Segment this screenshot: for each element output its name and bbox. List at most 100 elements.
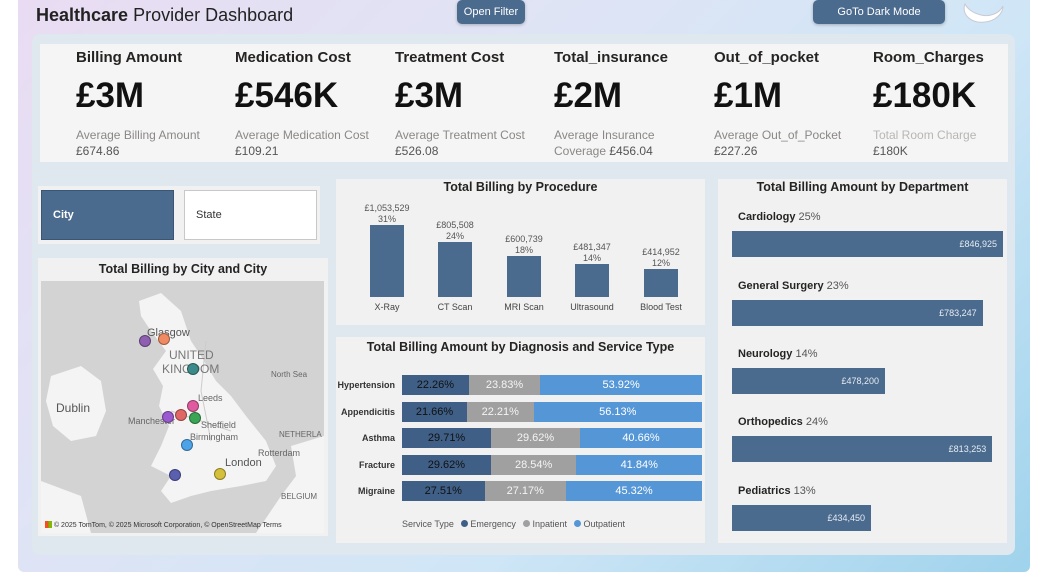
diagnosis-stack-row: 29.71% 29.62% 40.66% (402, 428, 702, 448)
map-bubble[interactable] (189, 412, 201, 424)
kpi-subtitle: Average Billing Amount (76, 128, 200, 142)
department-percent: 24% (805, 416, 828, 428)
diagnosis-stack-row: 27.51% 27.17% 45.32% (402, 481, 702, 501)
procedure-category-label: MRI Scan (504, 302, 544, 312)
map-bubble[interactable] (162, 411, 174, 423)
map-bubble[interactable] (169, 469, 181, 481)
diagnosis-segment-outpatient[interactable]: 40.66% (579, 428, 702, 448)
diagnosis-category-label: Fracture (358, 460, 395, 470)
map-label-dublin: Dublin (56, 401, 91, 415)
kpi-subvalue: £526.08 (395, 144, 439, 158)
department-bar[interactable]: £434,450 (732, 505, 872, 531)
procedure-chart-title: Total Billing by Procedure (443, 180, 598, 194)
map-label-belgium: BELGIUM (281, 492, 318, 501)
department-bar[interactable]: £478,200 (732, 368, 885, 394)
open-filter-button[interactable]: Open Filter (457, 0, 525, 24)
kpi-value: £3M (395, 76, 464, 115)
procedure-percent-label: 12% (651, 257, 670, 268)
kpi-card-medication-cost: Medication Cost £546K Average Medication… (235, 44, 385, 162)
microsoft-logo-icon (45, 521, 52, 528)
legend-emergency-swatch (461, 520, 469, 527)
diagnosis-chart-title: Total Billing Amount by Diagnosis and Se… (366, 340, 675, 354)
kpi-value: £1M (714, 76, 783, 115)
procedure-bar[interactable] (507, 255, 541, 297)
kpi-title: Billing Amount (76, 49, 183, 66)
kpi-subtitle: Average Insurance (554, 128, 655, 142)
procedure-bar[interactable] (438, 241, 472, 297)
department-percent: 13% (793, 485, 816, 497)
map-bubble[interactable] (175, 409, 187, 421)
department-percent: 25% (798, 211, 821, 223)
procedure-value-label: £600,739 (505, 233, 543, 244)
diagnosis-segment-emergency[interactable]: 29.62% (402, 455, 491, 475)
procedure-category-label: CT Scan (437, 302, 473, 312)
diagnosis-segment-outpatient[interactable]: 56.13% (533, 402, 702, 422)
legend-inpatient-swatch (523, 520, 531, 527)
procedure-bar[interactable] (575, 264, 609, 297)
map-label-netherlands: NETHERLA (279, 430, 322, 439)
diagnosis-segment-outpatient[interactable]: 45.32% (566, 481, 702, 501)
department-value-label: £846,925 (959, 239, 997, 249)
department-label: Orthopedics 24% (738, 416, 828, 428)
kpi-subtitle: Total Room Charge (873, 128, 977, 142)
procedure-value-label: £805,508 (436, 219, 474, 230)
department-label: General Surgery 23% (738, 280, 849, 292)
map-label-north-sea: North Sea (271, 370, 308, 379)
kpi-subvalue: £109.21 (235, 144, 279, 158)
diagnosis-segment-outpatient[interactable]: 53.92% (540, 375, 703, 395)
map-bubble[interactable] (139, 335, 151, 347)
procedure-bar[interactable] (644, 268, 678, 297)
legend-outpatient[interactable]: Outpatient (583, 519, 626, 529)
diagnosis-segment-inpatient[interactable]: 23.83% (468, 375, 541, 395)
diagnosis-segment-emergency[interactable]: 27.51% (402, 481, 485, 501)
diagnosis-segment-emergency[interactable]: 22.26% (402, 375, 469, 395)
billing-map[interactable]: Glasgow UNITED KINGDOM North Sea Dublin … (41, 281, 324, 533)
kpi-subtitle: Average Treatment Cost (395, 128, 525, 142)
map-bubble[interactable] (158, 333, 170, 345)
map-label-sheffield: Sheffield (201, 420, 236, 430)
kpi-title: Total_insurance (554, 49, 668, 66)
map-label-birmingham: Birmingham (190, 432, 239, 442)
procedure-percent-label: 18% (514, 244, 533, 255)
kpi-value: £546K (235, 76, 339, 115)
procedure-bar[interactable] (370, 225, 404, 297)
diagnosis-category-label: Asthma (361, 433, 395, 443)
department-bar[interactable]: £846,925 (732, 231, 1003, 257)
department-bar[interactable]: £813,253 (732, 436, 993, 462)
department-label: Neurology 14% (738, 348, 818, 360)
kpi-card-total-insurance: Total_insurance £2M Average Insurance Co… (554, 44, 704, 162)
kpi-card-treatment-cost: Treatment Cost £3M Average Treatment Cos… (395, 44, 545, 162)
legend-emergency[interactable]: Emergency (470, 519, 516, 529)
slicer-state-button[interactable]: State (184, 190, 317, 240)
diagnosis-segment-emergency[interactable]: 29.71% (402, 428, 492, 448)
moon-icon[interactable] (955, 0, 1007, 26)
map-landmass (41, 281, 324, 533)
diagnosis-segment-emergency[interactable]: 21.66% (402, 402, 467, 422)
procedure-category-label: Ultrasound (570, 302, 614, 312)
map-label-glasgow: Glasgow (147, 327, 190, 339)
diagnosis-segment-inpatient[interactable]: 28.54% (490, 455, 577, 475)
diagnosis-segment-outpatient[interactable]: 41.84% (576, 455, 702, 475)
department-bar[interactable]: £783,247 (732, 300, 983, 326)
map-bubble[interactable] (187, 400, 199, 412)
diagnosis-segment-inpatient[interactable]: 22.21% (466, 402, 534, 422)
procedure-category-label: X-Ray (374, 302, 400, 312)
map-bubble[interactable] (187, 363, 199, 375)
dark-mode-button[interactable]: GoTo Dark Mode (813, 0, 945, 24)
diagnosis-segment-inpatient[interactable]: 27.17% (484, 481, 567, 501)
legend-inpatient[interactable]: Inpatient (532, 519, 567, 529)
map-label-united: UNITED (169, 348, 214, 362)
diagnosis-segment-inpatient[interactable]: 29.62% (491, 428, 580, 448)
kpi-title: Medication Cost (235, 49, 351, 66)
diagnosis-stack-row: 29.62% 28.54% 41.84% (402, 455, 702, 475)
kpi-value: £3M (76, 76, 145, 115)
kpi-value: £180K (873, 76, 977, 115)
kpi-value: £2M (554, 76, 623, 115)
kpi-strip: Billing Amount £3M Average Billing Amoun… (40, 44, 1008, 162)
diagnosis-stack-row: 22.26% 23.83% 53.92% (402, 375, 703, 395)
map-bubble[interactable] (181, 439, 193, 451)
slicer-city-button[interactable]: City (41, 190, 174, 240)
map-label-rotterdam: Rotterdam (258, 448, 301, 458)
department-label: Cardiology 25% (738, 211, 821, 223)
map-bubble[interactable] (214, 468, 226, 480)
